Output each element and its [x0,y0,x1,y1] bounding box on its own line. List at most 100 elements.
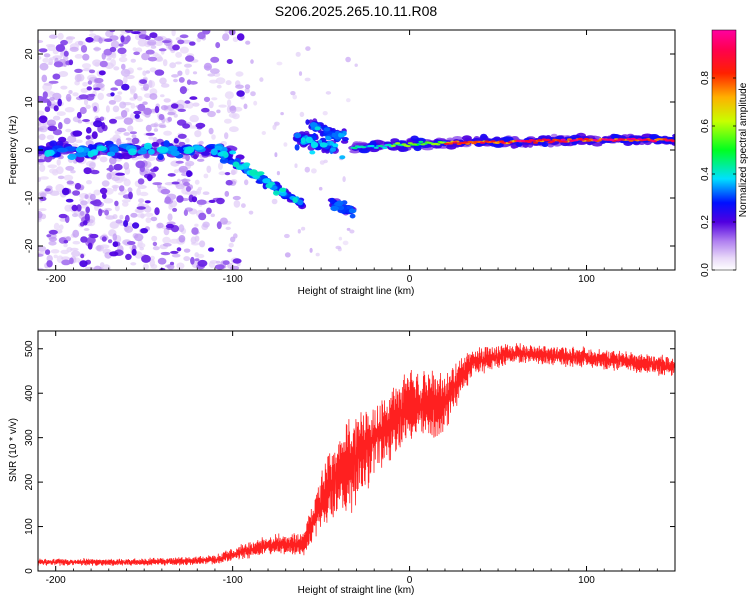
spectrogram-blob [235,84,244,89]
spectrogram-blob [83,167,92,175]
spectrogram-blob [139,191,149,197]
spectrogram-blob [78,40,84,46]
spectrogram-blob [179,34,189,39]
spectrogram-blob [386,143,392,146]
spectrogram-blob [378,144,384,148]
spectrogram-blob [211,97,218,101]
spectrogram-blob [130,103,136,109]
spectrogram-blob [96,145,107,151]
snr-panel: -200 -100 0 100 0 100 200 300 400 500 Height of … [8,330,676,596]
spectrogram-blob [443,142,449,145]
spectrogram-blob [192,102,200,107]
spectrogram-blob [101,180,110,187]
spectrogram-blob [310,122,318,128]
spectrogram-blob [96,245,102,251]
spectrogram-blob [412,143,417,146]
spectrogram-blob [163,140,170,147]
spectrogram-blob [68,90,73,94]
spectrogram-blob [160,251,171,256]
spectrogram-blob [342,176,346,183]
spectrogram-blob [195,122,206,129]
spectrogram-blob [127,148,137,156]
spectrogram-blob [162,236,171,244]
spectrogram-blob [148,79,153,88]
spectrogram-blob [113,66,120,71]
spectrogram-blob [170,250,179,254]
spectrogram-blob [38,133,46,141]
spectrogram-blob [298,71,303,76]
spectrogram-blob [63,50,69,57]
spectrogram-blob [93,105,98,112]
spectrogram-blob [342,137,349,142]
spectrogram-blob [156,56,164,62]
spectrogram-blob [65,198,74,203]
spectrogram-blob [245,40,251,45]
spectrogram-blob [210,56,220,63]
spectrogram-blob [502,136,514,142]
spectrogram-blob [224,132,229,140]
spectrogram-blob [178,141,186,147]
spectrogram-blob [134,233,144,242]
spectrogram-blob [42,91,48,99]
spectrogram-blob [210,213,215,218]
spectrogram-blob [672,133,675,138]
spectrogram-blob [448,142,454,145]
spectrogram-blob [106,172,112,180]
spectrogram-blob [83,98,89,106]
spectrogram-blob [185,160,195,167]
spectrogram-blob [605,138,611,141]
spectrogram-blob [215,77,226,85]
spectrogram-blob [117,192,126,196]
spectrogram-blob [641,138,647,141]
spectrogram-blob [88,69,96,74]
spectrogram-blob [173,138,179,144]
spectrogram-x-tick-label: 0 [407,274,413,285]
spectrogram-blob [152,241,158,247]
spectrogram-blob [121,63,126,70]
spectrogram-blob [90,200,98,205]
spectrogram-blob [178,77,185,83]
spectrogram-blob [592,139,598,142]
spectrogram-blob [179,46,189,54]
spectrogram-blob [183,248,191,253]
spectrogram-blob [331,132,336,138]
spectrogram-blob [452,141,458,144]
spectrogram-blob [183,181,190,187]
spectrogram-blob [152,182,163,186]
spectrogram-blob [433,142,439,145]
spectrogram-blob [137,242,146,249]
spectrogram-blob [67,153,77,160]
spectrogram-blob [119,101,127,109]
spectrogram-blob [297,199,304,206]
spectrogram-blob [72,240,81,245]
spectrogram-blob [335,245,342,250]
spectrogram-blob [72,229,80,238]
spectrogram-blob [323,159,328,164]
spectrogram-blob [219,217,228,225]
spectrogram-blob [248,169,258,176]
colorbar-ticks: 0.0 0.2 0.4 0.6 0.8 [700,71,736,277]
spectrogram-blob [117,47,127,55]
spectrogram-blob [46,119,57,127]
figure-title: S206.2025.265.10.11.R08 [275,3,438,19]
spectrogram-blob [142,70,147,76]
spectrogram-blob [125,137,132,141]
spectrogram-blob [78,94,89,100]
spectrogram-blob [330,147,337,152]
spectrogram-x-label: Height of straight line (km) [298,286,415,297]
spectrogram-blob [533,141,539,144]
spectrogram-blob [79,260,88,268]
spectrogram-blob [176,195,184,203]
spectrogram-blob [151,235,158,242]
spectrogram-blob [173,78,178,83]
spectrogram-blob [284,233,290,239]
spectrogram-blob [52,129,63,136]
spectrogram-y-ticks: -20 -10 0 10 20 [24,48,675,253]
spectrogram-blob [171,30,176,37]
snr-y-tick-label: 300 [24,429,35,446]
spectrogram-blob [38,115,48,124]
spectrogram-blob [222,33,230,41]
spectrogram-blob [311,168,317,174]
